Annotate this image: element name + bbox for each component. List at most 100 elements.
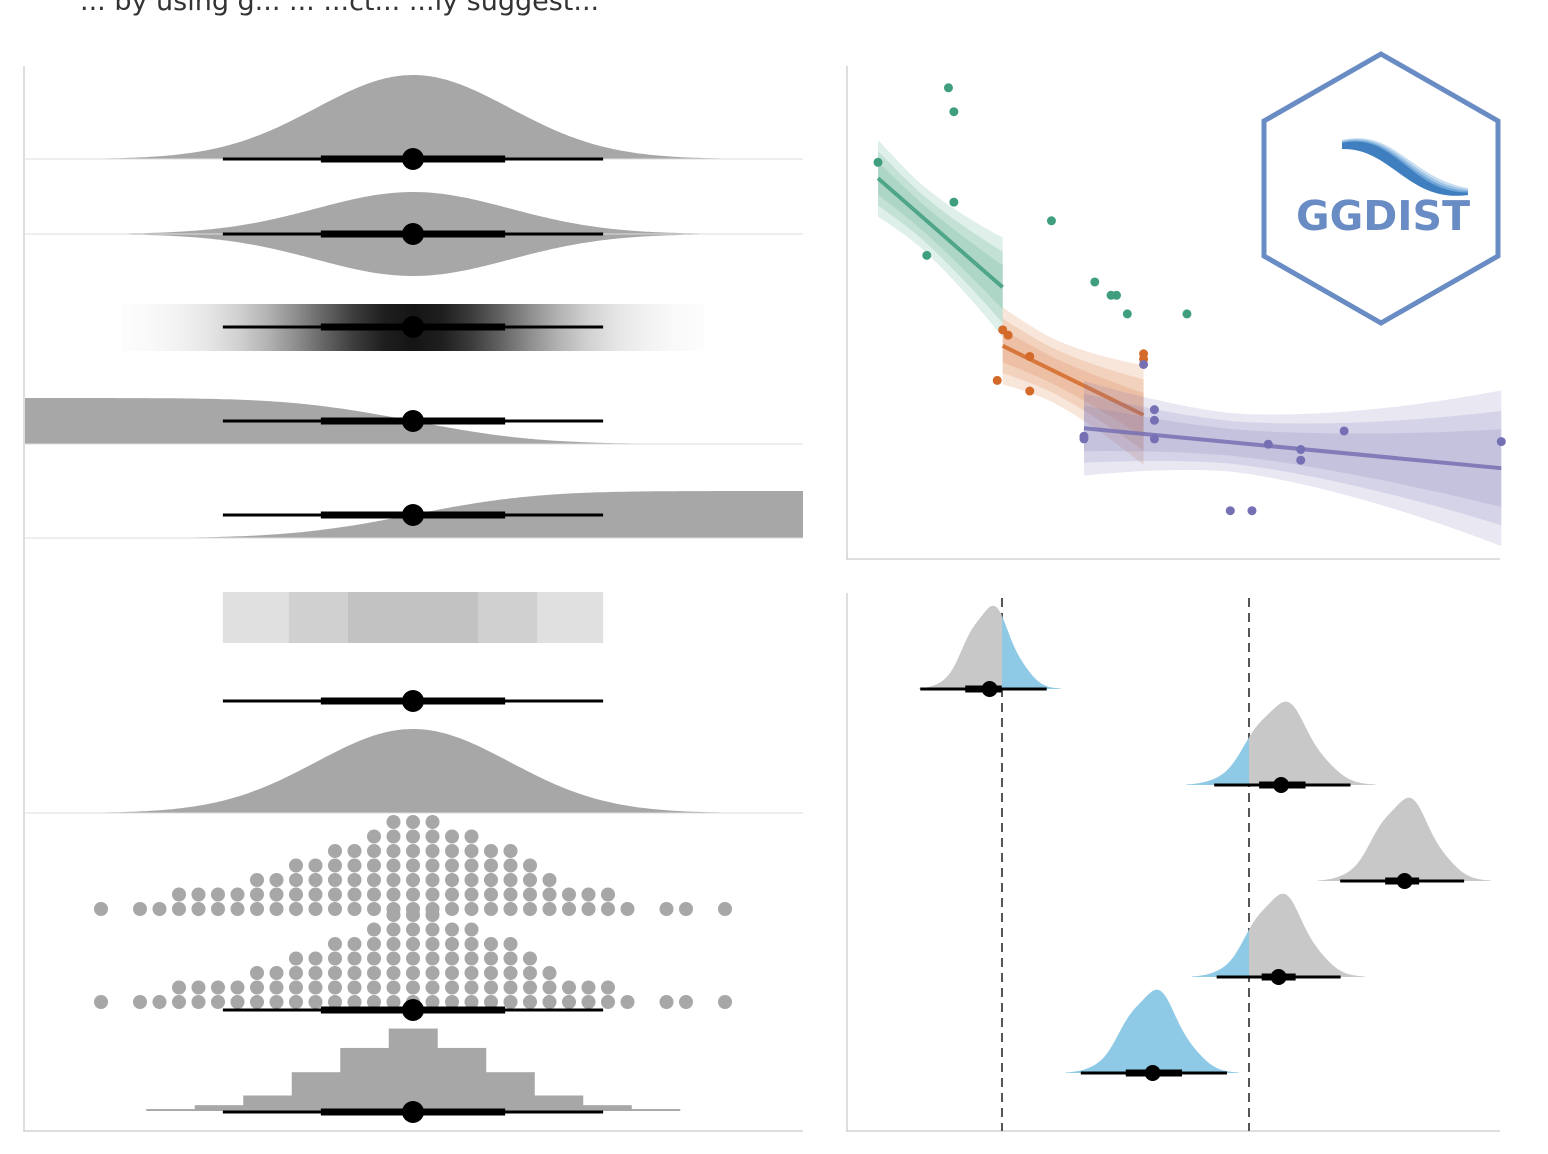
dot bbox=[601, 902, 615, 916]
data-point bbox=[873, 157, 883, 167]
dot bbox=[328, 995, 342, 1009]
dot bbox=[386, 937, 401, 951]
data-point bbox=[1263, 439, 1273, 449]
dot bbox=[347, 980, 362, 995]
dot bbox=[523, 980, 537, 995]
dot bbox=[406, 858, 420, 873]
data-point bbox=[992, 375, 1002, 385]
logo-text: GGDIST bbox=[1296, 192, 1470, 240]
dot bbox=[581, 995, 596, 1009]
header-fragment: ... by using g... ... ...ct... ...ly sug… bbox=[80, 0, 600, 17]
swoosh-band bbox=[1342, 141, 1468, 196]
median-point bbox=[402, 504, 424, 526]
median-point bbox=[981, 681, 998, 697]
ccdf-slab bbox=[25, 398, 803, 444]
dot bbox=[269, 873, 284, 887]
dot bbox=[523, 873, 537, 887]
hist-bin bbox=[194, 1105, 244, 1111]
dotsinterval-row bbox=[94, 908, 732, 1009]
hist-bin bbox=[291, 1072, 341, 1111]
dot bbox=[464, 995, 479, 1009]
dot bbox=[347, 966, 362, 980]
data-point bbox=[1247, 506, 1257, 516]
data-point bbox=[922, 250, 932, 260]
median-point bbox=[1144, 1065, 1161, 1081]
dot bbox=[347, 902, 362, 916]
dot bbox=[445, 922, 459, 937]
dot bbox=[406, 829, 420, 844]
dot bbox=[679, 995, 693, 1009]
hist-bin bbox=[631, 1109, 681, 1111]
dot bbox=[328, 844, 342, 858]
data-point bbox=[1003, 330, 1013, 340]
dot bbox=[484, 858, 498, 873]
dot bbox=[484, 937, 498, 951]
dot bbox=[562, 902, 576, 916]
dot bbox=[503, 966, 518, 980]
dot bbox=[484, 995, 498, 1009]
data-point bbox=[1149, 434, 1159, 444]
dot bbox=[250, 873, 264, 887]
dot bbox=[386, 966, 401, 980]
dot bbox=[425, 829, 440, 844]
data-point bbox=[1025, 351, 1035, 361]
left-axes bbox=[23, 66, 803, 1132]
halfeye-slab bbox=[25, 75, 803, 159]
median-point bbox=[402, 223, 424, 245]
dot bbox=[289, 887, 303, 902]
dot bbox=[172, 980, 186, 995]
dot bbox=[484, 951, 498, 966]
dot bbox=[484, 980, 498, 995]
slab-left bbox=[1191, 929, 1249, 977]
dot bbox=[464, 980, 479, 995]
data-point bbox=[1296, 445, 1306, 455]
dot bbox=[386, 815, 401, 829]
dot bbox=[406, 966, 420, 980]
slab-left bbox=[918, 605, 1002, 689]
hist-pointinterval bbox=[222, 1101, 604, 1123]
slab-right bbox=[1249, 701, 1376, 785]
dot bbox=[367, 937, 381, 951]
dot bbox=[503, 980, 518, 995]
dot bbox=[445, 980, 459, 995]
dot bbox=[328, 902, 342, 916]
dot bbox=[191, 887, 206, 902]
dot bbox=[269, 902, 284, 916]
ribbon-2 bbox=[878, 161, 1003, 310]
dot bbox=[601, 980, 615, 995]
dot bbox=[347, 873, 362, 887]
dot bbox=[464, 887, 479, 902]
dot bbox=[269, 966, 284, 980]
dot bbox=[601, 887, 615, 902]
dot bbox=[269, 887, 284, 902]
dot bbox=[367, 844, 381, 858]
left-panel bbox=[24, 75, 803, 1123]
ribbon-0 bbox=[1002, 307, 1144, 465]
dot bbox=[308, 858, 323, 873]
ribbon-0 bbox=[1084, 381, 1502, 546]
data-point bbox=[1090, 277, 1100, 287]
hist-bin bbox=[437, 1047, 487, 1111]
halfeye-group-1 bbox=[1186, 701, 1376, 793]
dot bbox=[308, 980, 323, 995]
dot bbox=[367, 922, 381, 937]
dot bbox=[328, 951, 342, 966]
dot bbox=[230, 980, 245, 995]
dot bbox=[308, 902, 323, 916]
dot bbox=[581, 902, 596, 916]
dot bbox=[308, 873, 323, 887]
dot bbox=[191, 995, 206, 1009]
top-right-panel bbox=[873, 83, 1506, 546]
ribbon-0 bbox=[878, 139, 1003, 338]
dot bbox=[425, 844, 440, 858]
dot bbox=[386, 980, 401, 995]
dot bbox=[308, 887, 323, 902]
dot bbox=[718, 902, 732, 916]
regression-series-0 bbox=[873, 83, 1192, 338]
dot bbox=[211, 902, 225, 916]
dot bbox=[230, 995, 245, 1009]
dot bbox=[503, 902, 518, 916]
data-point bbox=[1122, 309, 1132, 319]
dot bbox=[367, 966, 381, 980]
dot bbox=[542, 887, 557, 902]
